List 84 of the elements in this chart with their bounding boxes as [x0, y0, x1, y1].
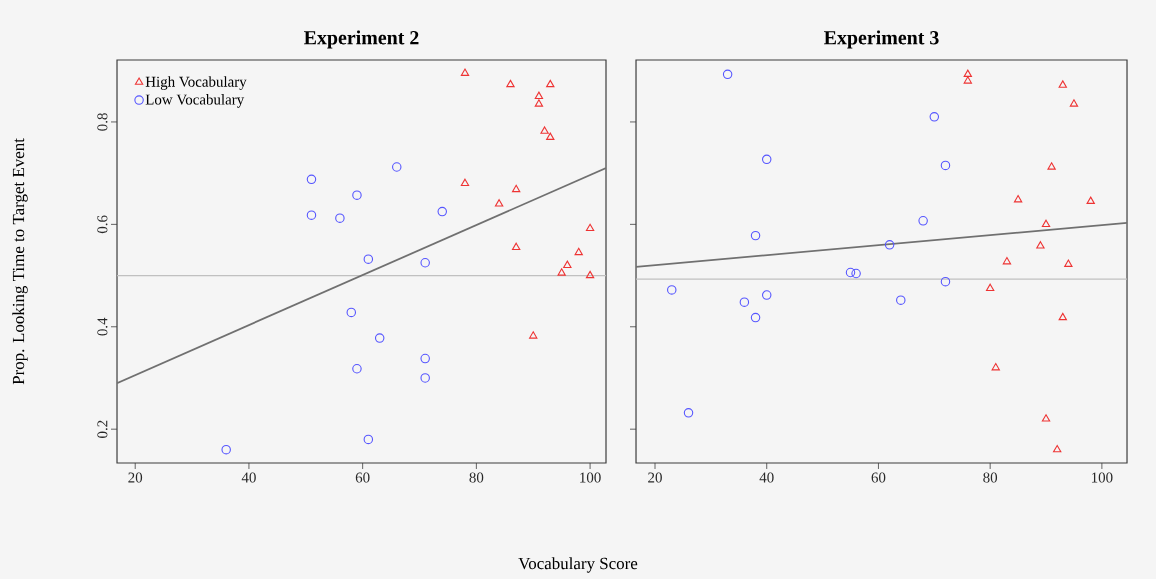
point [985, 283, 995, 292]
point [918, 216, 928, 226]
point [1053, 444, 1062, 453]
point [374, 333, 385, 343]
point [667, 285, 677, 295]
chart-title: Experiment 2 [304, 30, 419, 49]
chart-title: Experiment 3 [824, 30, 939, 49]
y-tick-label: 0.4 [97, 317, 108, 336]
x-tick-label: 60 [355, 472, 370, 483]
point [1058, 312, 1067, 321]
point [750, 230, 761, 241]
point [683, 408, 694, 418]
point [574, 247, 583, 256]
point [1036, 241, 1045, 249]
point [306, 210, 317, 220]
point [750, 312, 761, 323]
point [940, 276, 951, 287]
x-tick-label: 20 [128, 472, 143, 483]
point [1047, 162, 1056, 170]
y-tick-label: 0.6 [97, 215, 108, 234]
point [352, 364, 362, 374]
point [722, 69, 733, 80]
point [363, 434, 374, 445]
point [363, 254, 374, 264]
point [506, 79, 515, 88]
point [1002, 256, 1012, 265]
point [557, 268, 566, 276]
y-tick-label: 0.2 [97, 420, 108, 438]
point [494, 199, 504, 207]
point [929, 112, 940, 122]
point [585, 223, 595, 232]
point [563, 260, 572, 268]
y-axis-title: Prop. Looking Time to Target Event [12, 138, 28, 385]
point [1041, 219, 1051, 228]
point [1041, 414, 1051, 422]
point [460, 68, 470, 76]
point [1058, 80, 1067, 88]
point [346, 307, 357, 318]
point [420, 258, 430, 268]
point [845, 267, 856, 278]
x-axis-title: Vocabulary Score [518, 557, 638, 573]
point [437, 206, 447, 217]
x-tick-label: 100 [1091, 472, 1113, 483]
point [335, 213, 345, 223]
x-tick-label: 80 [983, 472, 998, 483]
point [534, 99, 544, 107]
point [306, 174, 317, 185]
x-tick-label: 60 [871, 472, 886, 483]
point [585, 270, 595, 279]
x-tick-label: 40 [241, 472, 256, 483]
x-tick-label: 100 [580, 472, 601, 483]
x-tick-label: 80 [469, 472, 484, 483]
point [1069, 99, 1079, 107]
point [940, 160, 951, 171]
point [761, 290, 772, 300]
point [851, 268, 861, 279]
point [540, 126, 549, 134]
point [420, 353, 430, 364]
point [460, 178, 470, 187]
point [963, 69, 972, 77]
point [546, 79, 555, 88]
point [896, 295, 906, 305]
point [761, 154, 772, 165]
point [352, 190, 362, 200]
x-tick-label: 20 [648, 472, 662, 483]
point [529, 331, 538, 339]
point [991, 362, 1000, 371]
point [511, 242, 521, 251]
point [392, 162, 402, 172]
point [1064, 259, 1073, 267]
point [963, 76, 972, 84]
point [884, 240, 895, 250]
point [511, 184, 521, 193]
point [420, 373, 430, 383]
point [1013, 195, 1023, 203]
point [546, 132, 555, 140]
point [534, 91, 544, 99]
point [1086, 196, 1095, 204]
legend-label: High Vocabulary [145, 76, 247, 90]
legend-label: Low Vocabulary [145, 94, 245, 108]
point [221, 444, 231, 455]
x-tick-label: 40 [759, 472, 774, 483]
point [739, 297, 750, 307]
y-tick-label: 0.8 [97, 113, 108, 131]
